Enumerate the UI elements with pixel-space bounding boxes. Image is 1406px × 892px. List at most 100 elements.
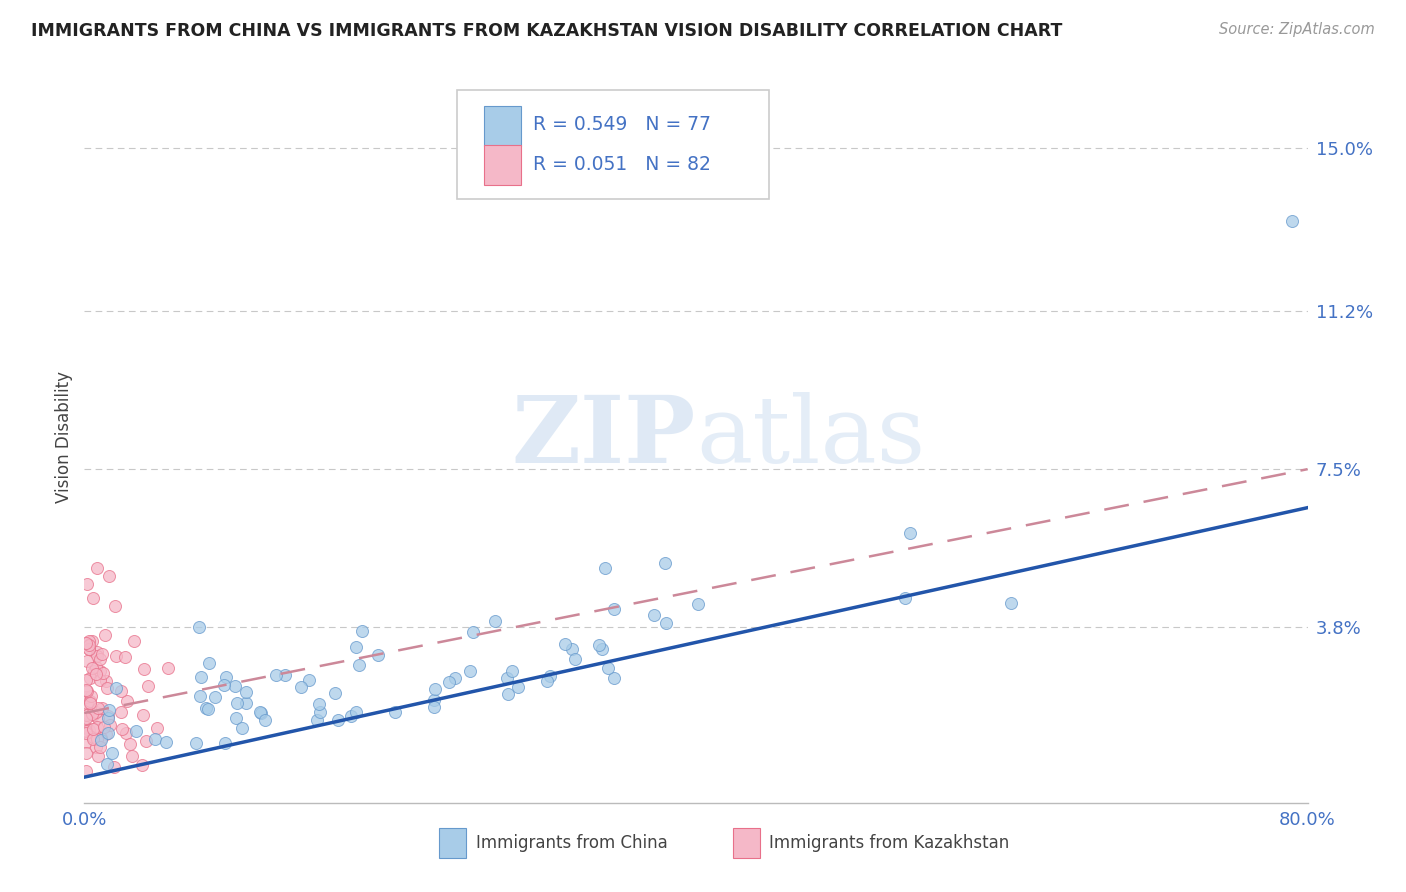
Point: [75, 673, 97, 687]
Point: [96, 681, 118, 695]
Point: [103, 760, 125, 774]
Text: Source: ZipAtlas.com: Source: ZipAtlas.com: [1219, 22, 1375, 37]
Point: [422, 693, 444, 707]
Point: [686, 597, 709, 611]
Point: [561, 641, 583, 656]
Point: [89, 665, 111, 679]
Point: [76, 684, 98, 698]
Point: [506, 680, 529, 694]
Point: [264, 668, 287, 682]
Point: [131, 758, 153, 772]
Point: [75, 690, 97, 704]
Point: [124, 723, 146, 738]
Point: [309, 706, 332, 720]
Point: [77, 723, 100, 737]
Point: [87, 700, 110, 714]
Point: [79, 696, 101, 710]
Point: [215, 670, 238, 684]
Point: [86, 648, 108, 663]
Point: [132, 708, 155, 723]
Point: [77, 642, 100, 657]
Point: [461, 625, 484, 640]
Point: [326, 713, 349, 727]
Point: [308, 697, 330, 711]
Point: [423, 699, 446, 714]
Point: [82, 722, 104, 736]
Point: [1000, 596, 1022, 610]
Point: [305, 713, 328, 727]
Text: R = 0.549   N = 77: R = 0.549 N = 77: [533, 114, 711, 134]
Point: [77, 633, 100, 648]
Point: [75, 682, 97, 697]
Point: [350, 624, 373, 639]
Point: [298, 673, 321, 687]
Point: [76, 696, 98, 710]
Point: [250, 706, 273, 720]
Point: [82, 731, 104, 745]
Point: [157, 661, 180, 675]
Point: [564, 651, 586, 665]
Point: [225, 711, 247, 725]
Point: [898, 526, 921, 541]
Point: [186, 736, 208, 750]
Point: [79, 694, 101, 708]
Point: [96, 710, 118, 724]
Point: [75, 726, 97, 740]
Point: [82, 707, 104, 722]
Point: [225, 696, 247, 710]
FancyBboxPatch shape: [439, 829, 465, 858]
Point: [538, 669, 561, 683]
Point: [643, 608, 665, 623]
Point: [77, 638, 100, 652]
Point: [75, 720, 97, 734]
Point: [110, 706, 132, 720]
Point: [82, 731, 104, 746]
Point: [588, 638, 610, 652]
Point: [1281, 214, 1303, 228]
Point: [97, 726, 120, 740]
Point: [76, 706, 98, 721]
Point: [347, 657, 370, 672]
Point: [96, 757, 118, 772]
Point: [104, 599, 127, 613]
Point: [94, 673, 117, 688]
Point: [367, 648, 389, 663]
Point: [894, 591, 917, 606]
Point: [110, 684, 132, 698]
Point: [75, 723, 97, 738]
Point: [118, 737, 141, 751]
Point: [97, 709, 120, 723]
Point: [187, 620, 209, 634]
Point: [235, 685, 257, 699]
Point: [87, 749, 110, 764]
Point: [384, 706, 406, 720]
Point: [136, 679, 159, 693]
Point: [340, 709, 363, 723]
Point: [93, 628, 115, 642]
Point: [97, 569, 120, 583]
Point: [86, 739, 108, 754]
Point: [591, 642, 613, 657]
Point: [75, 746, 97, 760]
Point: [197, 702, 219, 716]
Point: [155, 734, 177, 748]
Point: [98, 702, 121, 716]
Point: [214, 677, 236, 691]
Text: IMMIGRANTS FROM CHINA VS IMMIGRANTS FROM KAZAKHSTAN VISION DISABILITY CORRELATIO: IMMIGRANTS FROM CHINA VS IMMIGRANTS FROM…: [31, 22, 1063, 40]
Point: [91, 647, 114, 661]
Point: [111, 722, 134, 736]
Point: [290, 680, 312, 694]
Point: [231, 721, 253, 735]
Point: [104, 648, 127, 663]
Point: [86, 711, 108, 725]
Point: [122, 633, 145, 648]
Point: [84, 705, 107, 719]
Point: [554, 637, 576, 651]
Point: [76, 707, 98, 722]
Point: [80, 661, 103, 675]
Point: [224, 679, 246, 693]
Point: [89, 651, 111, 665]
Point: [654, 556, 676, 570]
Point: [75, 764, 97, 779]
Point: [96, 726, 118, 740]
